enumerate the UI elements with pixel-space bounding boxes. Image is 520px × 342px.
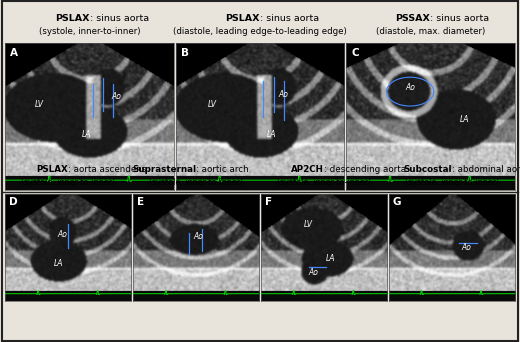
Text: G: G (393, 197, 401, 208)
Text: Ao: Ao (462, 243, 472, 252)
Text: (systole, inner-to-inner): (systole, inner-to-inner) (405, 179, 499, 187)
Text: LA: LA (267, 130, 277, 139)
Text: F: F (265, 197, 271, 208)
Text: : sinus aorta: : sinus aorta (89, 14, 149, 23)
Text: Suprasternal: Suprasternal (132, 166, 196, 174)
Text: LA: LA (82, 130, 91, 139)
Text: Subcostal: Subcostal (403, 166, 452, 174)
Text: Ao: Ao (193, 233, 203, 241)
Text: : sinus aorta: : sinus aorta (431, 14, 489, 23)
Text: LA: LA (54, 259, 63, 268)
Text: (systole, inner-to-inner): (systole, inner-to-inner) (39, 27, 140, 36)
Text: AP2CH: AP2CH (291, 166, 324, 174)
Text: (diastole, leading edge-to-leading edge): (diastole, leading edge-to-leading edge) (173, 27, 347, 36)
Text: A: A (10, 48, 18, 57)
Text: PSLAX: PSLAX (55, 14, 89, 23)
Text: : aorta ascendens: : aorta ascendens (68, 166, 147, 174)
Text: : abdominal aorta: : abdominal aorta (452, 166, 520, 174)
Text: D: D (9, 197, 18, 208)
Text: LV: LV (208, 100, 217, 109)
Text: Ao: Ao (57, 230, 67, 239)
Text: (systole, inner-to-inner): (systole, inner-to-inner) (277, 179, 371, 187)
Text: Ao: Ao (405, 83, 415, 92)
Text: (systole, inner-to-inner): (systole, inner-to-inner) (149, 179, 243, 187)
Text: PSSAX: PSSAX (396, 14, 431, 23)
Text: PSLAX: PSLAX (226, 14, 260, 23)
Text: LA: LA (326, 254, 335, 263)
Text: Ao: Ao (112, 92, 122, 101)
Text: LA: LA (459, 115, 469, 124)
Text: E: E (137, 197, 144, 208)
Text: Ao: Ao (309, 268, 319, 277)
Text: : sinus aorta: : sinus aorta (260, 14, 319, 23)
Text: Ao: Ao (279, 90, 289, 99)
Text: : descending aorta: : descending aorta (324, 166, 406, 174)
Text: (systole, inner-to-inner): (systole, inner-to-inner) (21, 179, 115, 187)
Text: LV: LV (34, 100, 44, 109)
Text: (diastole, max. diameter): (diastole, max. diameter) (376, 27, 485, 36)
Text: B: B (180, 48, 189, 57)
Text: PSLAX: PSLAX (36, 166, 68, 174)
Text: LV: LV (304, 220, 313, 229)
Text: C: C (351, 48, 359, 57)
Text: : aortic arch: : aortic arch (196, 166, 249, 174)
